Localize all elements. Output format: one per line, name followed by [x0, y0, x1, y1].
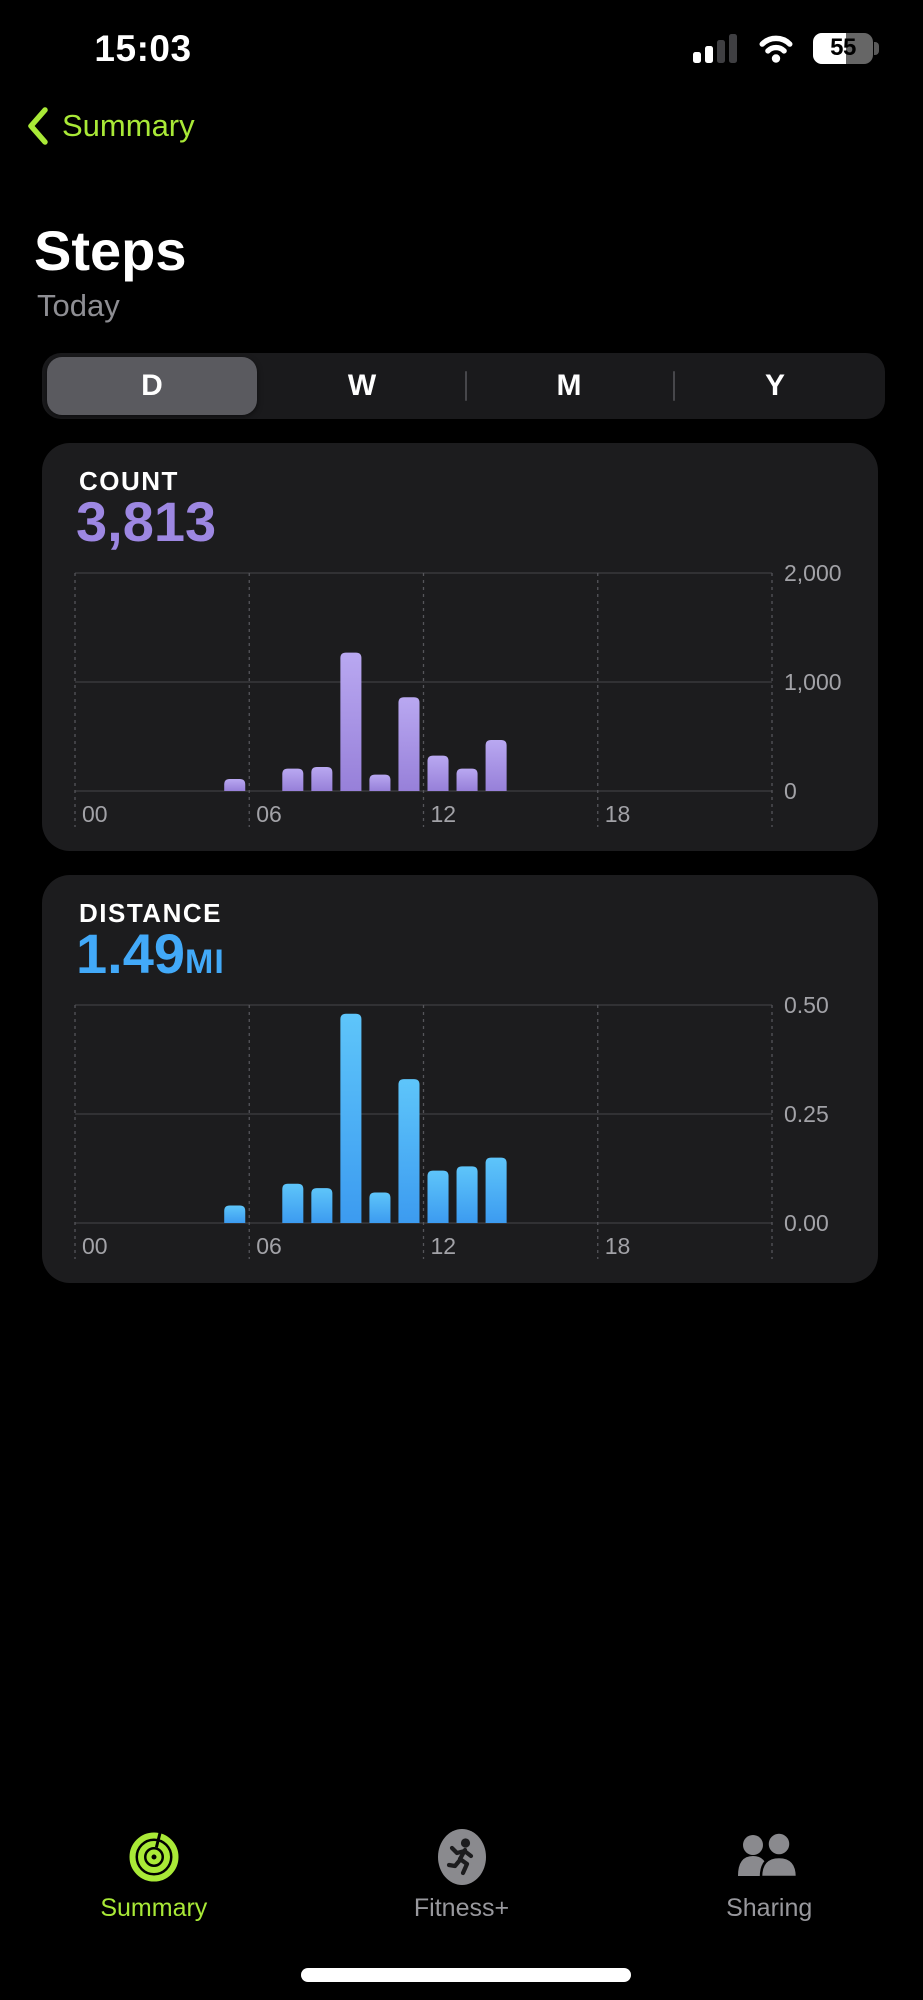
back-button[interactable]: Summary: [26, 106, 195, 146]
back-button-label: Summary: [62, 108, 195, 143]
svg-text:18: 18: [605, 801, 631, 827]
activity-rings-icon: [125, 1822, 183, 1892]
tab-bar: Summary Fitness+: [0, 1822, 923, 1942]
status-bar: 15:03 55: [0, 0, 923, 96]
page-title: Steps: [34, 219, 187, 282]
count-bar-chart[interactable]: 0 1,000 2,000 00 06 12 18: [42, 551, 878, 847]
svg-text:1,000: 1,000: [784, 669, 842, 695]
distance-bar-chart[interactable]: 0.00 0.25 0.50 00 06 12 18: [42, 983, 878, 1279]
distance-card-label: DISTANCE: [79, 898, 222, 928]
tab-fitness-plus-label: Fitness+: [413, 1894, 510, 1922]
period-segmented-control: D W M Y: [42, 353, 885, 419]
status-icons: 55: [693, 30, 879, 66]
chevron-left-icon: [28, 107, 48, 145]
distance-card: DISTANCE 1.49MI 0.00 0.25 0.50 00 06 12 18: [42, 875, 878, 1283]
svg-text:0: 0: [784, 778, 797, 804]
battery-fill: [813, 32, 846, 64]
distance-value-number: 1.49: [76, 922, 185, 985]
svg-text:0.00: 0.00: [784, 1210, 829, 1236]
segment-day[interactable]: D: [47, 357, 257, 415]
count-card: COUNT 3,813 0 1,000 2,000 00 06 12 18: [42, 443, 878, 851]
cellular-signal-icon: [693, 34, 737, 63]
battery-icon: 55: [813, 32, 879, 64]
count-card-label: COUNT: [79, 466, 179, 496]
tab-summary-label: Summary: [100, 1894, 208, 1922]
svg-text:18: 18: [605, 1233, 631, 1259]
distance-value-unit: MI: [185, 943, 225, 981]
tab-sharing-label: Sharing: [726, 1894, 813, 1922]
page-subtitle: Today: [37, 288, 120, 323]
svg-text:06: 06: [256, 1233, 282, 1259]
svg-text:12: 12: [431, 1233, 457, 1259]
svg-text:12: 12: [431, 801, 457, 827]
segment-year[interactable]: Y: [764, 369, 785, 402]
people-icon: [736, 1822, 802, 1892]
home-indicator[interactable]: [301, 1968, 631, 1982]
battery-percent: 55: [830, 34, 856, 61]
svg-text:0.50: 0.50: [784, 992, 829, 1018]
svg-text:00: 00: [82, 801, 108, 827]
svg-text:0.25: 0.25: [784, 1101, 829, 1127]
segment-divider: [465, 371, 467, 401]
segment-month[interactable]: M: [556, 369, 582, 402]
count-value-number: 3,813: [76, 490, 217, 553]
wifi-icon: [759, 35, 793, 63]
distance-card-value: 1.49MI: [76, 923, 225, 985]
tab-fitness-plus[interactable]: Fitness+: [308, 1822, 616, 1942]
svg-text:06: 06: [256, 801, 282, 827]
tab-sharing[interactable]: Sharing: [615, 1822, 923, 1942]
segment-week[interactable]: W: [347, 369, 377, 402]
runner-icon: [436, 1822, 488, 1892]
svg-text:2,000: 2,000: [784, 560, 842, 586]
segment-divider: [673, 371, 675, 401]
battery-nub: [874, 41, 879, 55]
tab-summary[interactable]: Summary: [0, 1822, 308, 1942]
svg-text:00: 00: [82, 1233, 108, 1259]
clock-time: 15:03: [94, 28, 192, 69]
count-card-value: 3,813: [76, 491, 216, 553]
